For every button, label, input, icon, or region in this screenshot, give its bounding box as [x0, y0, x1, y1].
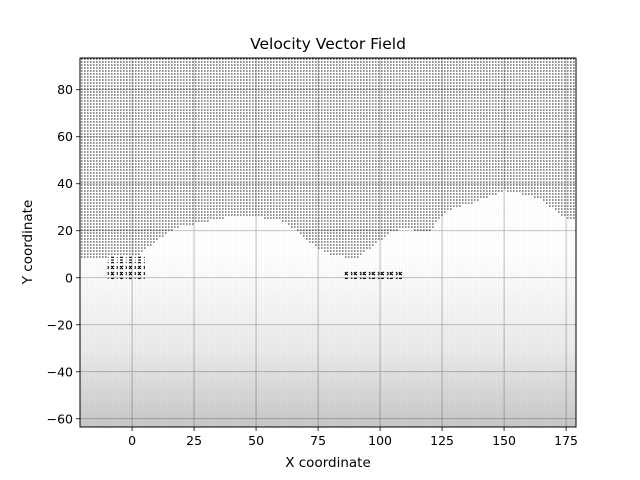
- y-tick-label: 40: [57, 176, 73, 191]
- vector-arrows-upper-dense: [81, 58, 575, 258]
- x-tick-label: 125: [430, 433, 454, 448]
- x-tick-label: 25: [186, 433, 202, 448]
- y-tick-label: −40: [47, 364, 73, 379]
- y-tick-label: 20: [57, 223, 73, 238]
- y-axis: −60 −40 −20 0 20 40 60 80: [47, 82, 80, 426]
- plot-area: [79, 57, 577, 428]
- x-axis: 0 25 50 75 100 125 150 175: [128, 427, 578, 448]
- y-tick-label: 0: [65, 270, 73, 285]
- y-tick-label: −60: [47, 411, 73, 426]
- chart-title: Velocity Vector Field: [250, 35, 406, 53]
- x-tick-label: 100: [368, 433, 392, 448]
- x-tick-label: 0: [128, 433, 136, 448]
- y-axis-title: Y coordinate: [20, 200, 36, 286]
- y-tick-label: −20: [47, 317, 73, 332]
- y-tick-label: 60: [57, 129, 73, 144]
- x-tick-label: 75: [310, 433, 326, 448]
- vector-field: [80, 58, 576, 427]
- flow-shading: [80, 254, 576, 427]
- y-tick-label: 80: [57, 82, 73, 97]
- vector-arrows-wake: [107, 256, 403, 280]
- x-tick-label: 50: [248, 433, 264, 448]
- x-tick-label: 175: [554, 433, 578, 448]
- x-tick-label: 150: [492, 433, 516, 448]
- x-axis-title: X coordinate: [285, 455, 371, 471]
- axes-frame: [79, 57, 577, 428]
